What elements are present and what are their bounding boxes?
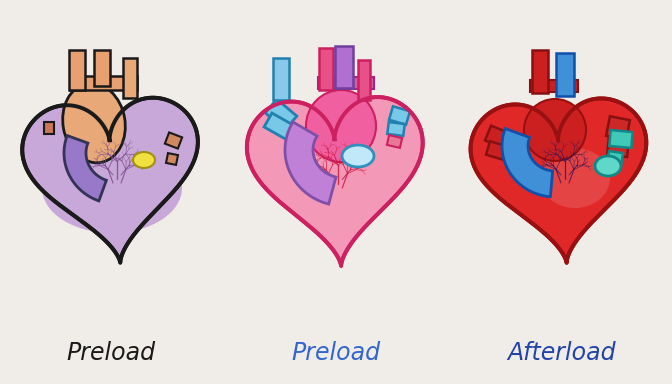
Polygon shape (264, 113, 295, 140)
Polygon shape (165, 132, 182, 149)
Ellipse shape (62, 83, 125, 163)
Polygon shape (358, 60, 370, 100)
Polygon shape (607, 151, 623, 167)
Polygon shape (69, 50, 85, 90)
Polygon shape (532, 50, 548, 93)
Polygon shape (485, 126, 508, 147)
Ellipse shape (540, 148, 610, 208)
Polygon shape (247, 97, 423, 266)
Polygon shape (502, 129, 552, 197)
Polygon shape (318, 77, 374, 89)
Polygon shape (22, 98, 198, 263)
Ellipse shape (133, 152, 155, 168)
Polygon shape (486, 141, 507, 160)
Polygon shape (389, 106, 410, 125)
Polygon shape (607, 137, 629, 157)
Polygon shape (123, 58, 137, 98)
Polygon shape (610, 130, 633, 148)
Polygon shape (530, 80, 578, 92)
Polygon shape (166, 153, 178, 165)
Polygon shape (94, 50, 110, 86)
Polygon shape (387, 135, 402, 148)
Polygon shape (285, 122, 336, 204)
Polygon shape (70, 76, 137, 90)
Text: Preload: Preload (67, 341, 155, 365)
Text: Afterload: Afterload (507, 341, 616, 365)
Polygon shape (319, 48, 333, 90)
Polygon shape (273, 58, 289, 100)
Polygon shape (265, 99, 297, 130)
Polygon shape (470, 98, 646, 263)
Polygon shape (556, 53, 574, 96)
Polygon shape (44, 122, 54, 134)
Polygon shape (606, 116, 630, 140)
Polygon shape (64, 136, 106, 201)
Ellipse shape (42, 143, 182, 233)
Polygon shape (387, 122, 405, 136)
Ellipse shape (524, 99, 586, 161)
Ellipse shape (306, 90, 376, 162)
Ellipse shape (342, 145, 374, 167)
Polygon shape (335, 46, 353, 88)
Text: Preload: Preload (292, 341, 380, 365)
Ellipse shape (595, 156, 621, 176)
